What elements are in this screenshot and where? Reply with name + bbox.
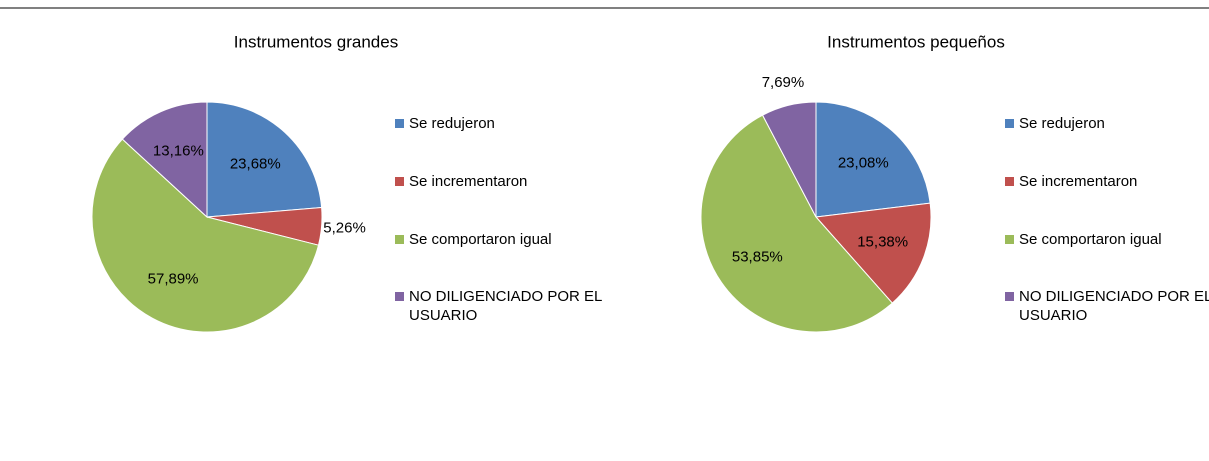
legend-swatch <box>1005 177 1014 186</box>
data-label: 13,16% <box>153 143 204 160</box>
chart-title: Instrumentos pequeños <box>827 32 1005 51</box>
legend-swatch <box>1005 292 1014 301</box>
pie-slice <box>815 101 931 218</box>
data-label: 23,68% <box>230 156 281 173</box>
legend-label: Se redujeron <box>409 115 495 132</box>
legend-label: Se incrementaron <box>409 173 528 190</box>
legend-entry: Se incrementaron <box>395 172 609 191</box>
legend-label: NO DILIGENCIADO POR EL USUARIO <box>1019 288 1209 324</box>
legend-entry: Se incrementaron <box>1005 172 1209 191</box>
legend-swatch <box>395 292 404 301</box>
data-label: 15,38% <box>857 233 908 250</box>
chart-title: Instrumentos grandes <box>234 32 398 51</box>
data-label: 57,89% <box>148 271 199 288</box>
legend-swatch <box>395 177 404 186</box>
legend-swatch <box>1005 235 1014 244</box>
legend-entry: Se comportaron igual <box>395 230 609 249</box>
legend-swatch <box>395 235 404 244</box>
data-label: 5,26% <box>323 219 366 236</box>
data-label: 7,69% <box>762 74 805 91</box>
legend-label: Se redujeron <box>1019 115 1105 132</box>
legend-swatch <box>1005 119 1014 128</box>
legend-label: Se comportaron igual <box>409 231 552 248</box>
pie-slice <box>761 101 817 218</box>
legend-entry: Se redujeron <box>395 114 609 133</box>
legend-entry: NO DILIGENCIADO POR EL USUARIO <box>395 287 609 325</box>
legend-label: NO DILIGENCIADO POR EL USUARIO <box>409 288 602 324</box>
legend-entry: Se comportaron igual <box>1005 230 1209 249</box>
legend-label: Se comportaron igual <box>1019 231 1162 248</box>
pie-slice <box>91 138 320 333</box>
legend-swatch <box>395 119 404 128</box>
pie-slice <box>206 101 323 218</box>
pie-slice <box>700 114 893 333</box>
data-label: 23,08% <box>838 155 889 172</box>
pie-slice <box>814 202 932 304</box>
data-label: 53,85% <box>732 248 783 265</box>
pie-slice <box>121 101 208 219</box>
legend-entry: NO DILIGENCIADO POR EL USUARIO <box>1005 287 1209 325</box>
legend-entry: Se redujeron <box>1005 114 1209 133</box>
legend-label: Se incrementaron <box>1019 173 1138 190</box>
